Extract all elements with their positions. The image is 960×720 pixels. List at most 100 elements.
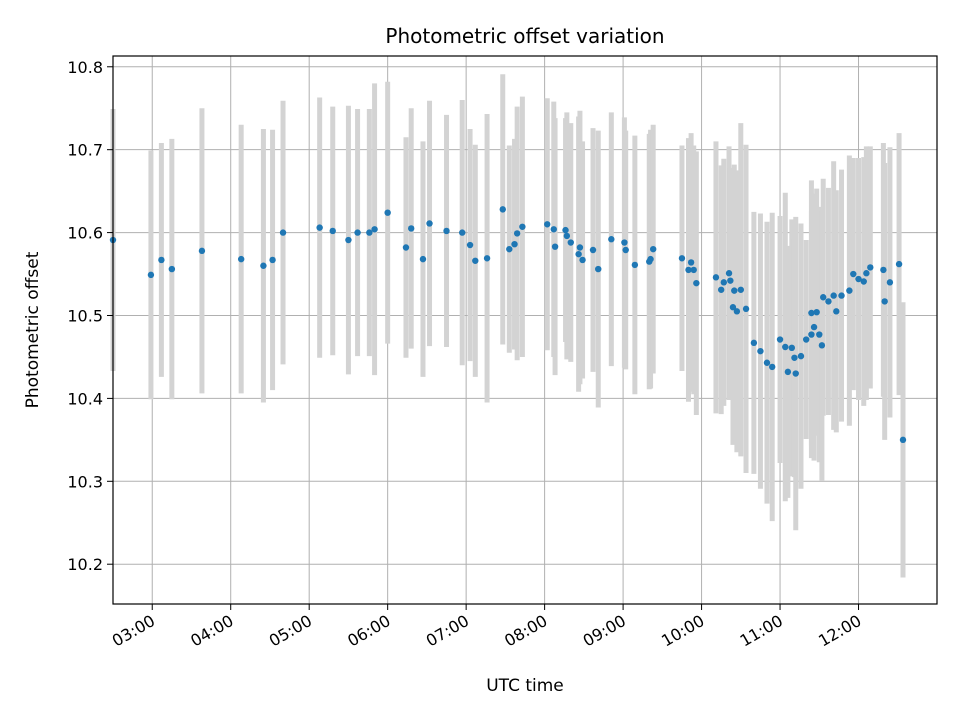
data-point xyxy=(459,229,466,236)
data-point xyxy=(860,278,867,285)
data-point xyxy=(499,206,506,213)
data-point xyxy=(720,279,728,286)
data-point xyxy=(519,223,526,230)
data-point xyxy=(575,250,582,258)
data-point xyxy=(513,230,521,237)
data-point xyxy=(810,323,818,331)
data-point xyxy=(260,262,267,269)
y-tick-label: 10.2 xyxy=(67,555,103,574)
data-point xyxy=(563,232,571,240)
data-point xyxy=(784,368,792,376)
data-point xyxy=(838,292,845,299)
data-point xyxy=(717,286,725,293)
data-point xyxy=(729,304,737,311)
data-point xyxy=(820,294,827,301)
data-point xyxy=(685,266,692,274)
data-point xyxy=(725,270,733,277)
data-point xyxy=(551,243,559,250)
data-point xyxy=(886,279,894,286)
data-point xyxy=(687,259,695,266)
data-point xyxy=(158,256,165,264)
data-point xyxy=(712,274,720,281)
y-tick-label: 10.6 xyxy=(67,224,103,243)
data-point xyxy=(776,336,784,343)
data-point xyxy=(825,298,832,305)
data-point xyxy=(608,236,615,243)
x-axis-label: UTC time xyxy=(486,676,564,696)
data-point xyxy=(472,257,479,264)
data-point xyxy=(366,229,373,236)
data-point xyxy=(402,244,410,251)
data-point xyxy=(631,261,639,269)
data-point xyxy=(808,331,815,338)
data-point xyxy=(816,331,823,338)
data-point xyxy=(855,275,862,283)
data-point xyxy=(782,343,789,351)
data-point xyxy=(621,239,628,246)
data-point xyxy=(727,277,734,284)
data-point xyxy=(763,359,771,366)
data-points xyxy=(109,206,907,444)
data-point xyxy=(589,246,597,254)
plot-frame xyxy=(112,55,938,605)
data-point xyxy=(737,286,745,293)
data-point xyxy=(850,270,857,278)
data-point xyxy=(846,287,853,294)
data-point xyxy=(506,245,513,253)
y-tick-label: 10.8 xyxy=(67,58,103,77)
data-point xyxy=(576,244,584,251)
data-point xyxy=(830,292,837,299)
data-point xyxy=(731,287,738,294)
data-point xyxy=(237,255,245,263)
data-point xyxy=(466,241,474,249)
data-point xyxy=(895,260,903,268)
data-point xyxy=(622,246,629,254)
data-point xyxy=(354,229,361,236)
data-point xyxy=(899,436,907,444)
data-point xyxy=(511,240,518,248)
data-point xyxy=(562,226,569,234)
y-axis: 10.2 10.3 10.4 10.5 10.6 10.7 10.8 xyxy=(67,58,113,574)
data-point xyxy=(384,209,391,216)
data-point xyxy=(550,226,557,233)
data-point xyxy=(279,229,287,236)
data-point xyxy=(419,255,427,263)
data-point xyxy=(595,265,602,273)
y-axis-label: Photometric offset xyxy=(23,251,43,408)
y-tick-label: 10.4 xyxy=(67,389,103,408)
data-point xyxy=(678,255,686,262)
data-point xyxy=(483,255,491,262)
data-point xyxy=(147,271,155,279)
data-point xyxy=(567,239,574,246)
data-point xyxy=(867,264,874,271)
data-point xyxy=(813,308,820,316)
data-point xyxy=(693,279,700,287)
data-point xyxy=(769,363,776,371)
data-point xyxy=(863,270,870,277)
data-point xyxy=(833,308,840,315)
data-point xyxy=(803,336,810,343)
data-point xyxy=(198,247,206,255)
y-tick-label: 10.5 xyxy=(67,306,103,325)
data-point xyxy=(788,344,796,352)
data-point xyxy=(329,227,336,235)
data-point xyxy=(797,352,805,360)
data-point xyxy=(808,309,815,317)
data-point xyxy=(269,256,276,264)
data-point xyxy=(757,347,764,355)
chart-title: Photometric offset variation xyxy=(385,24,664,48)
data-point xyxy=(371,226,378,233)
data-point xyxy=(647,255,654,263)
data-point xyxy=(443,227,450,235)
data-point xyxy=(345,236,352,244)
data-point xyxy=(579,256,586,264)
data-point xyxy=(316,224,323,231)
data-point xyxy=(426,220,433,227)
data-point xyxy=(750,339,758,347)
data-point xyxy=(649,245,657,253)
data-point xyxy=(818,342,826,349)
data-point xyxy=(733,308,741,315)
data-point xyxy=(544,221,551,228)
data-point xyxy=(168,265,176,273)
y-tick-label: 10.7 xyxy=(67,141,103,160)
